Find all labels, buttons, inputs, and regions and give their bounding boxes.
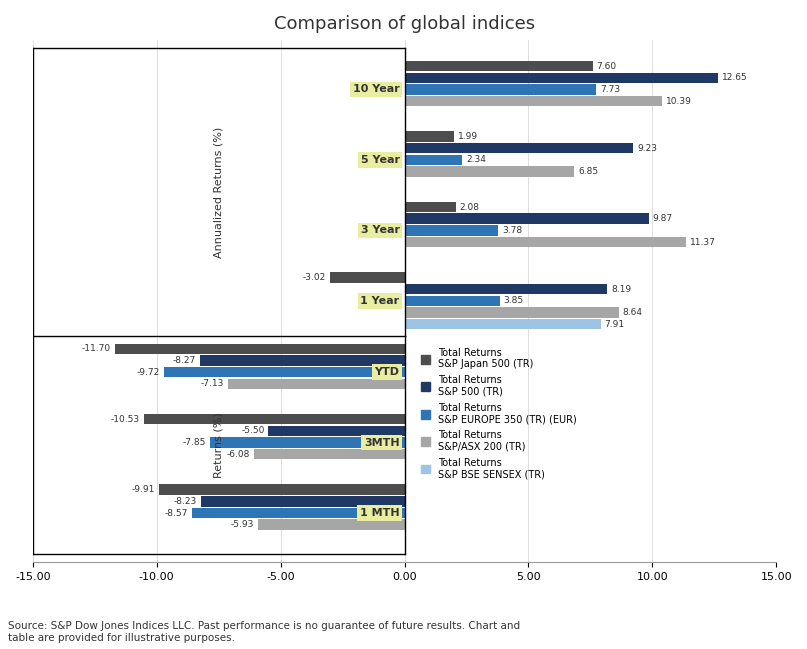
- Bar: [404, 96, 662, 106]
- Bar: [159, 484, 404, 495]
- Bar: [257, 519, 404, 530]
- Bar: [404, 166, 575, 177]
- Bar: [330, 272, 404, 283]
- Text: -11.70: -11.70: [82, 344, 111, 353]
- Text: 10.39: 10.39: [666, 97, 692, 106]
- Text: -8.23: -8.23: [174, 497, 197, 506]
- Text: 3 Year: 3 Year: [361, 225, 399, 236]
- Text: 5 Year: 5 Year: [361, 155, 399, 165]
- Text: Annualized Returns (%): Annualized Returns (%): [214, 127, 224, 258]
- Text: 9.87: 9.87: [653, 214, 673, 223]
- Text: -8.27: -8.27: [173, 356, 196, 365]
- Text: -5.50: -5.50: [241, 426, 265, 435]
- Text: 1.99: 1.99: [458, 132, 478, 141]
- Text: 10 Year: 10 Year: [353, 84, 399, 95]
- Text: 6.85: 6.85: [578, 167, 598, 176]
- Text: 3.78: 3.78: [502, 226, 522, 235]
- Bar: [404, 319, 600, 330]
- Text: Returns (%): Returns (%): [214, 413, 224, 478]
- Bar: [228, 378, 404, 389]
- Bar: [404, 225, 498, 236]
- Text: 3.85: 3.85: [504, 297, 524, 305]
- Bar: [404, 307, 619, 318]
- Text: 11.37: 11.37: [690, 238, 716, 247]
- Text: -8.57: -8.57: [165, 509, 188, 517]
- Bar: [404, 284, 608, 295]
- Bar: [404, 143, 633, 153]
- Bar: [115, 343, 404, 354]
- Bar: [404, 61, 593, 71]
- Text: -7.13: -7.13: [201, 379, 224, 388]
- Text: 7.73: 7.73: [600, 85, 620, 94]
- Bar: [192, 508, 404, 519]
- Text: 3MTH: 3MTH: [364, 437, 399, 448]
- Text: 9.23: 9.23: [637, 143, 657, 153]
- Bar: [404, 84, 596, 95]
- Text: -3.02: -3.02: [303, 273, 326, 282]
- Bar: [404, 237, 686, 247]
- Text: 12.65: 12.65: [721, 73, 747, 82]
- Text: -7.85: -7.85: [183, 438, 207, 447]
- Text: -6.08: -6.08: [227, 450, 250, 459]
- Text: -5.93: -5.93: [231, 520, 254, 529]
- Bar: [404, 73, 718, 83]
- Bar: [201, 496, 404, 507]
- Text: 7.91: 7.91: [604, 320, 625, 328]
- Bar: [404, 131, 454, 141]
- Legend: Total Returns
S&P Japan 500 (TR), Total Returns
S&P 500 (TR), Total Returns
S&P : Total Returns S&P Japan 500 (TR), Total …: [420, 348, 577, 479]
- Bar: [404, 214, 649, 224]
- Bar: [404, 154, 462, 165]
- Text: -9.72: -9.72: [136, 367, 160, 376]
- Text: 1 MTH: 1 MTH: [360, 508, 399, 518]
- Bar: [268, 426, 404, 436]
- Text: 2.08: 2.08: [460, 202, 479, 212]
- Bar: [164, 367, 404, 377]
- Text: 7.60: 7.60: [596, 62, 617, 71]
- Text: 1 Year: 1 Year: [361, 296, 399, 306]
- Bar: [404, 295, 500, 306]
- Text: -9.91: -9.91: [132, 485, 155, 494]
- Bar: [144, 414, 404, 424]
- Bar: [404, 202, 456, 212]
- Text: Source: S&P Dow Jones Indices LLC. Past performance is no guarantee of future re: Source: S&P Dow Jones Indices LLC. Past …: [8, 621, 521, 643]
- Text: 8.64: 8.64: [622, 308, 642, 317]
- Title: Comparison of global indices: Comparison of global indices: [274, 15, 535, 33]
- Text: 2.34: 2.34: [466, 155, 486, 164]
- Text: -10.53: -10.53: [111, 415, 140, 424]
- Bar: [210, 437, 404, 448]
- Text: 8.19: 8.19: [611, 285, 631, 293]
- Bar: [254, 449, 404, 459]
- Text: YTD: YTD: [374, 367, 399, 377]
- Bar: [199, 355, 404, 365]
